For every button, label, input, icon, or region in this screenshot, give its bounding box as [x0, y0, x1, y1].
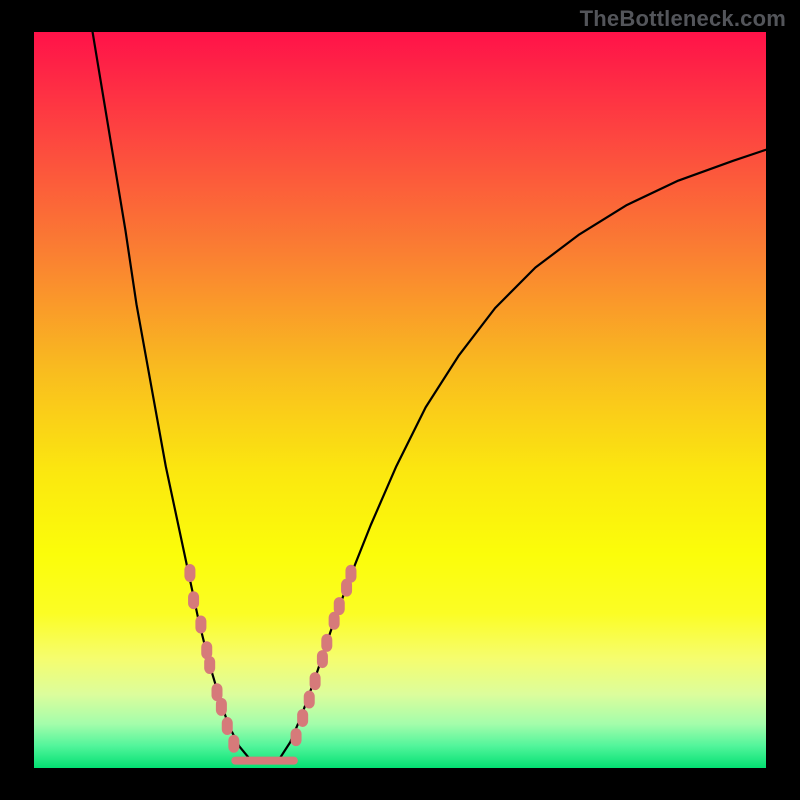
- plot-area: [34, 32, 766, 768]
- marker-right: [321, 634, 332, 652]
- image-frame: TheBottleneck.com: [0, 0, 800, 800]
- marker-right: [345, 565, 356, 583]
- marker-left: [184, 564, 195, 582]
- marker-left: [204, 656, 215, 674]
- marker-right: [334, 597, 345, 615]
- marker-left: [222, 717, 233, 735]
- marker-right: [310, 672, 321, 690]
- marker-left: [188, 591, 199, 609]
- marker-left: [195, 615, 206, 633]
- marker-right: [304, 691, 315, 709]
- watermark-text: TheBottleneck.com: [580, 6, 786, 32]
- marker-right: [317, 650, 328, 668]
- marker-left: [228, 735, 239, 753]
- marker-left: [216, 698, 227, 716]
- chart-svg: [34, 32, 766, 768]
- gradient-background: [34, 32, 766, 768]
- marker-right: [291, 728, 302, 746]
- marker-right: [297, 709, 308, 727]
